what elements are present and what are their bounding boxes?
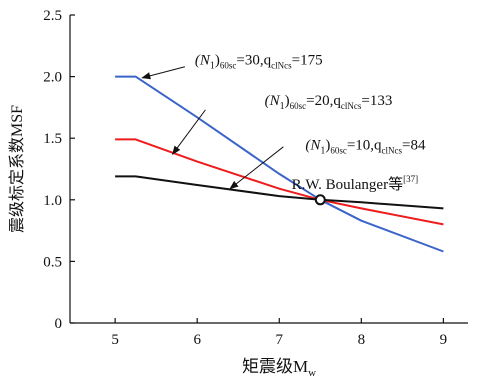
annotation-sub-1: 1 — [320, 145, 325, 156]
axes: 5 6 7 8 9 0 0.5 1.0 1.5 2.0 2.5 矩震级Mw 震级标定系数MSF — [8, 8, 468, 379]
point-label-citation: [37] — [403, 174, 418, 184]
point-label-text: R.W. Boulanger等 — [292, 175, 404, 193]
y-tick-label: 2.5 — [43, 8, 62, 24]
x-axis-label: 矩震级Mw — [242, 357, 316, 379]
y-tick-label: 0.5 — [43, 254, 62, 270]
x-tick-label: 8 — [358, 332, 366, 348]
y-tick-label: 1.0 — [43, 193, 62, 209]
annotation-sub-2: 60sc — [290, 101, 307, 111]
annotation-sub-3: clNcs — [271, 60, 292, 70]
annotation-after: =20,q — [306, 93, 341, 109]
x-tick-label: 7 — [276, 332, 284, 348]
x-tick-label: 6 — [193, 332, 201, 348]
annotation-label-n10: (N1)60sc=10,qclNcs=84 — [305, 137, 426, 156]
annotation-mid: ) — [215, 52, 220, 68]
series-line-n30 — [115, 75, 444, 253]
annotation-prefix: (N — [265, 93, 281, 109]
annotation-prefix: (N — [305, 137, 321, 153]
annotation-tail: =133 — [361, 93, 392, 109]
x-axis-label-subscript: w — [308, 367, 316, 379]
annotation-sub-3: clNcs — [382, 145, 403, 155]
y-axis-label: 震级标定系数MSF — [8, 105, 26, 233]
annotation-tail: =175 — [292, 52, 323, 68]
annotation-tail: =84 — [402, 137, 426, 153]
annotation-after: =10,q — [347, 137, 382, 153]
y-tick-label: 0 — [55, 316, 63, 332]
y-tick-label: 1.5 — [43, 131, 62, 147]
point-label: R.W. Boulanger等[37] — [292, 174, 419, 193]
annotation-sub-2: 60sc — [330, 145, 347, 155]
annotation-sub-1: 1 — [280, 101, 285, 112]
annotation-sub-3: clNcs — [341, 101, 362, 111]
x-tick-label: 9 — [440, 332, 448, 348]
series-layer — [115, 75, 444, 253]
annotation-label-n30: (N1)60sc=30,qclNcs=175 — [195, 52, 323, 71]
annotation-layer: (N1)60sc=30,qclNcs=175(N1)60sc=20,qclNcs… — [141, 52, 426, 206]
annotation-arrow-n30 — [141, 66, 186, 80]
annotation-sub-1: 1 — [210, 60, 215, 71]
annotation-label-n20: (N1)60sc=20,qclNcs=133 — [265, 93, 393, 112]
x-axis-label-text: 矩震级M — [242, 357, 308, 376]
series-line-n10 — [115, 175, 444, 210]
intersection-point — [314, 194, 326, 206]
annotation-mid: ) — [285, 93, 290, 109]
annotation-after: =30,q — [236, 52, 271, 68]
annotation-mid: ) — [325, 137, 330, 153]
annotation-prefix: (N — [195, 52, 211, 68]
annotation-arrow-n10 — [229, 146, 284, 190]
annotation-arrow-n20 — [172, 109, 206, 155]
annotation-sub-2: 60sc — [220, 60, 237, 70]
series-line-n20 — [115, 138, 444, 226]
x-tick-label: 5 — [111, 332, 119, 348]
y-tick-label: 2.0 — [43, 70, 62, 86]
